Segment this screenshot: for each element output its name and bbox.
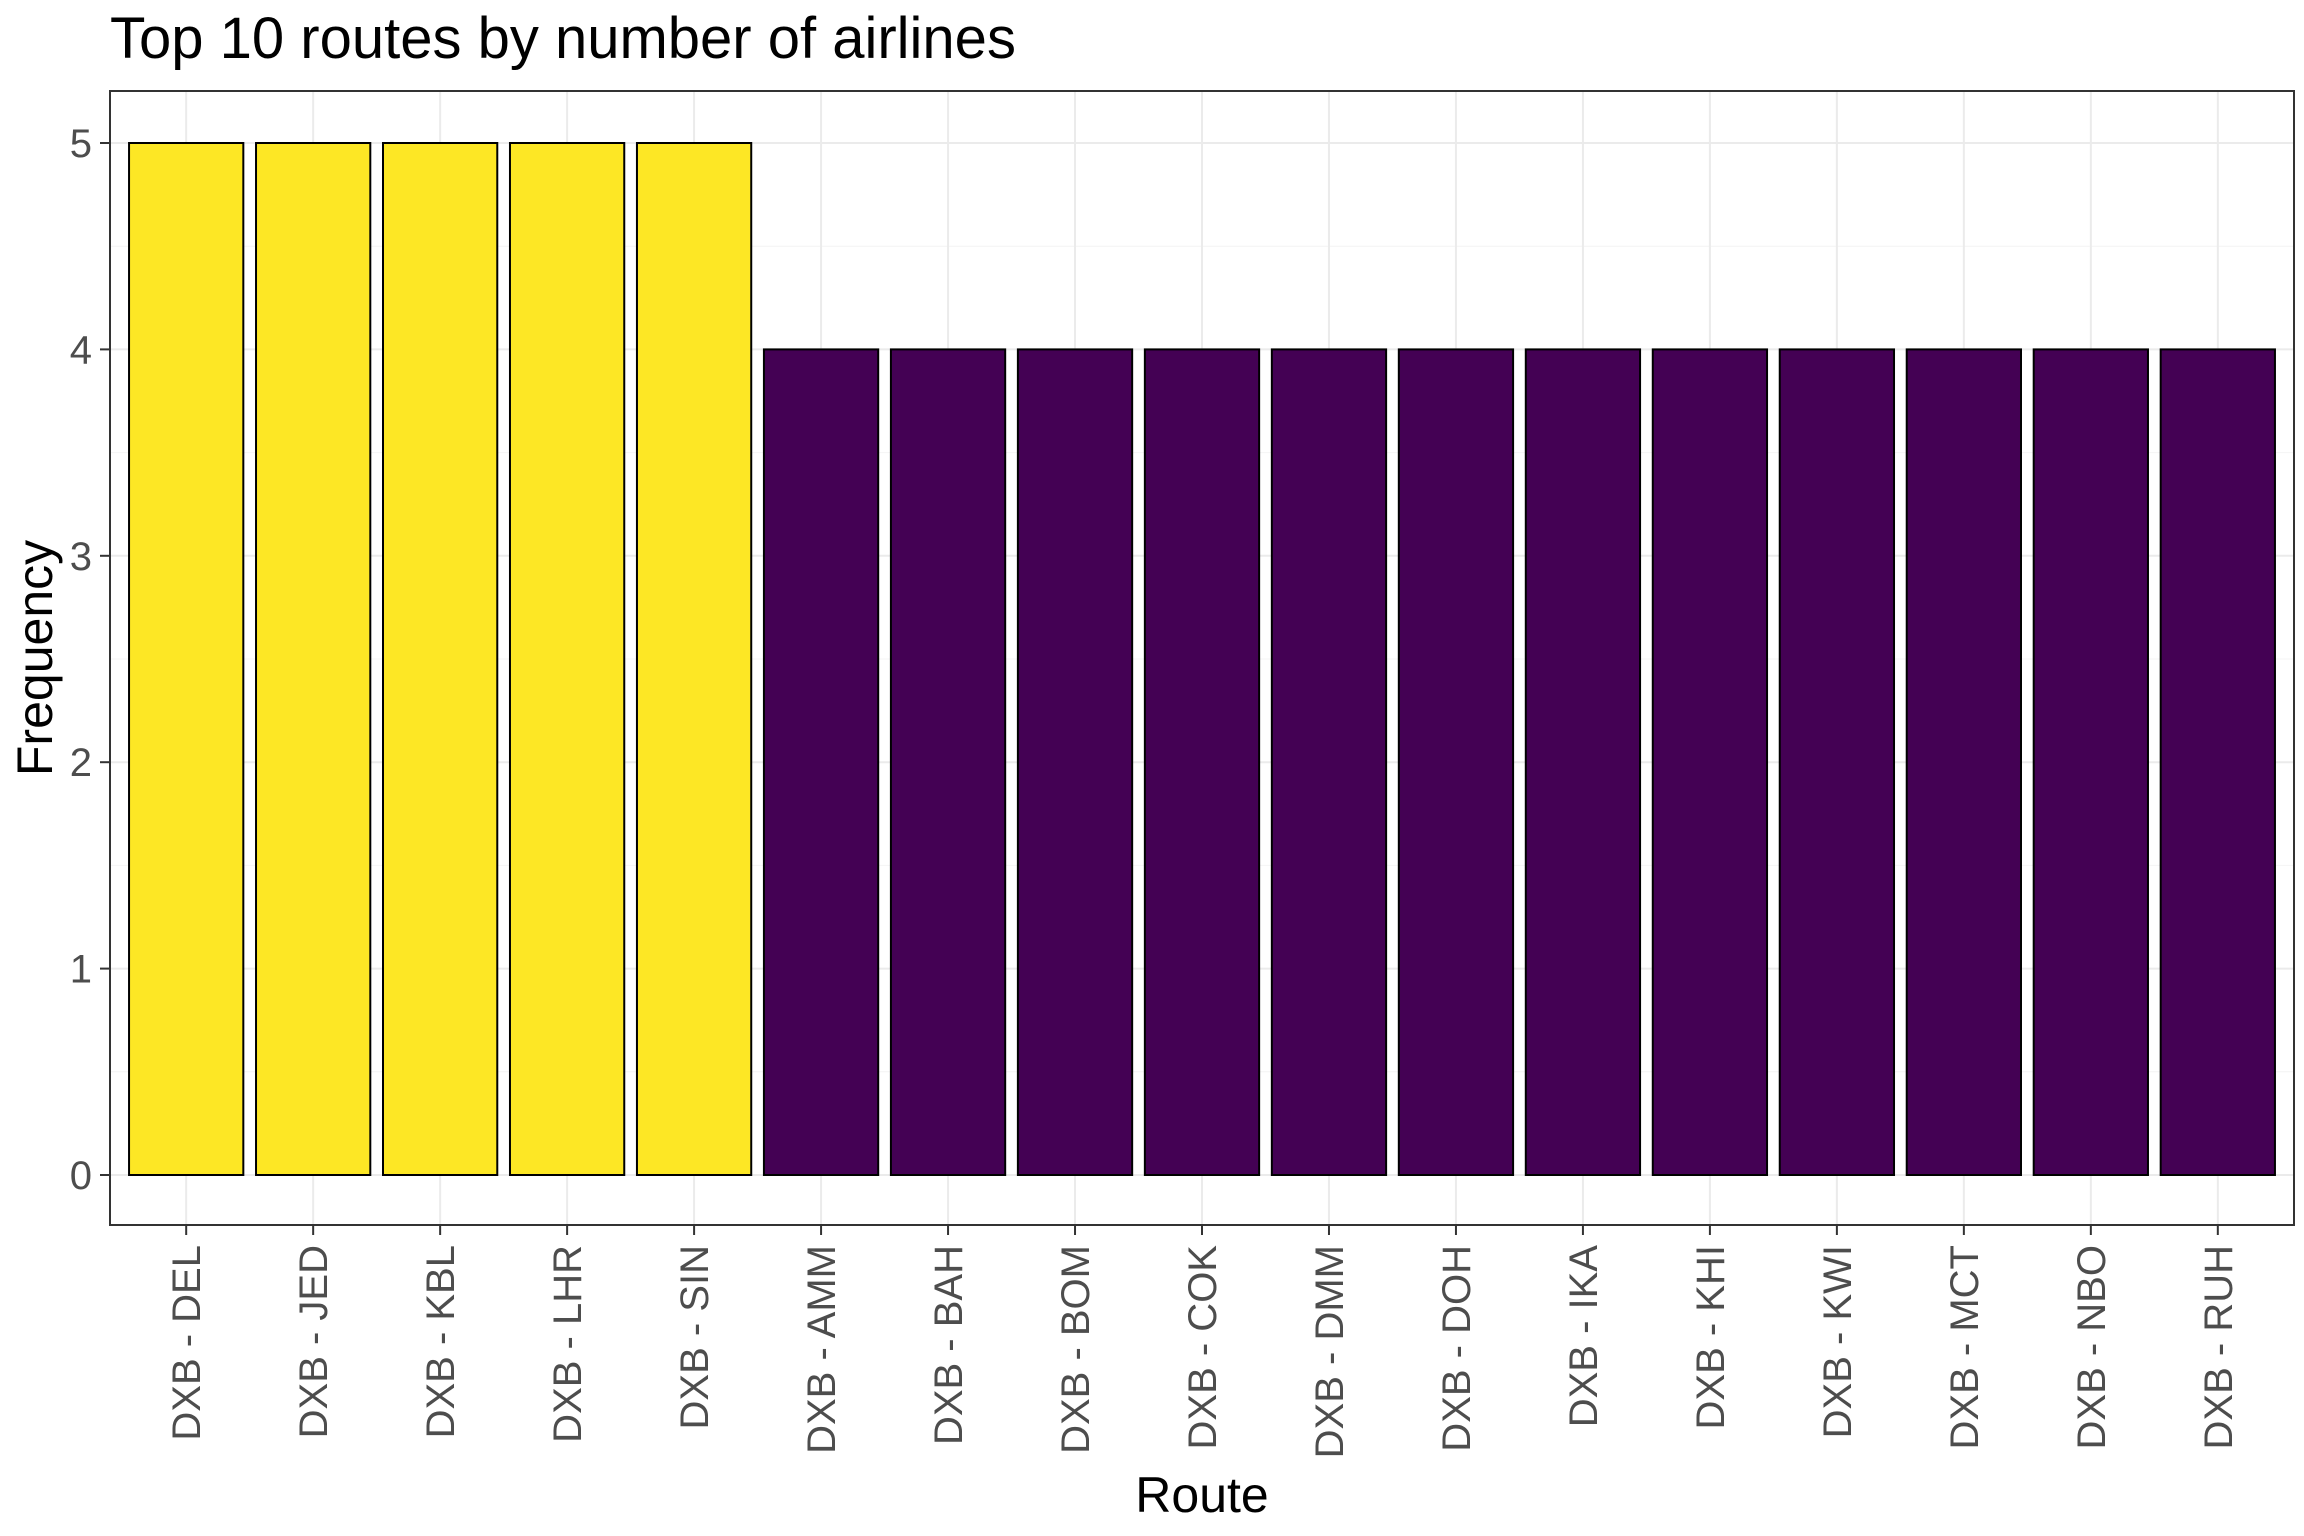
x-tick-label: DXB - AMM — [800, 1245, 844, 1454]
x-tick-label: DXB - KBL — [419, 1245, 463, 1438]
y-tick-label: 1 — [70, 948, 92, 992]
bar-dxb-del — [128, 142, 245, 1176]
y-axis: 0 1 2 3 4 5 — [70, 122, 110, 1198]
x-tick-label: DXB - NBO — [2070, 1245, 2114, 1449]
x-tick-label: DXB - IKA — [1562, 1245, 1606, 1428]
bar-dxb-dmm — [1270, 348, 1388, 1176]
x-axis-title: Route — [1135, 1467, 1268, 1523]
y-tick-label: 3 — [70, 535, 92, 579]
bar-dxb-ruh — [2159, 348, 2276, 1176]
x-tick-label: DXB - KWI — [1816, 1245, 1860, 1438]
bar-dxb-bom — [1016, 348, 1134, 1176]
bars — [128, 142, 2276, 1176]
x-tick-label: DXB - MCT — [1943, 1245, 1987, 1449]
x-tick-label: DXB - DEL — [165, 1245, 209, 1441]
y-tick-label: 4 — [70, 328, 92, 372]
bar-dxb-kwi — [1778, 348, 1896, 1176]
x-tick-label: DXB - DOH — [1435, 1245, 1479, 1452]
bar-dxb-khi — [1651, 348, 1769, 1176]
x-tick-label: DXB - COK — [1181, 1245, 1225, 1450]
x-tick-label: DXB - DMM — [1308, 1245, 1352, 1458]
bar-dxb-jed — [255, 142, 372, 1176]
bar-dxb-amm — [762, 348, 880, 1176]
bar-dxb-lhr — [508, 142, 626, 1176]
bar-dxb-sin — [635, 142, 753, 1176]
y-tick-label: 0 — [70, 1154, 92, 1198]
bar-dxb-ika — [1524, 348, 1642, 1176]
x-tick-label: DXB - RUH — [2197, 1245, 2241, 1449]
x-tick-label: DXB - KHI — [1689, 1245, 1733, 1429]
x-tick-label: DXB - LHR — [546, 1245, 590, 1443]
chart-title: Top 10 routes by number of airlines — [110, 6, 1016, 71]
y-axis-title: Frequency — [7, 540, 63, 776]
bar-dxb-cok — [1143, 348, 1261, 1176]
y-tick-label: 2 — [70, 741, 92, 785]
bar-dxb-kbl — [382, 142, 499, 1176]
x-axis: DXB - DEL DXB - JED DXB - KBL DXB - LHR DXB … — [165, 1225, 2241, 1458]
x-tick-label: DXB - JED — [292, 1245, 336, 1438]
bar-dxb-nbo — [2032, 348, 2149, 1176]
bar-dxb-doh — [1397, 348, 1515, 1176]
x-tick-label: DXB - SIN — [673, 1245, 717, 1429]
x-tick-label: DXB - BAH — [927, 1245, 971, 1445]
bar-dxb-bah — [889, 348, 1007, 1176]
y-tick-label: 5 — [70, 122, 92, 166]
bar-dxb-mct — [1905, 348, 2023, 1176]
x-tick-label: DXB - BOM — [1054, 1245, 1098, 1454]
